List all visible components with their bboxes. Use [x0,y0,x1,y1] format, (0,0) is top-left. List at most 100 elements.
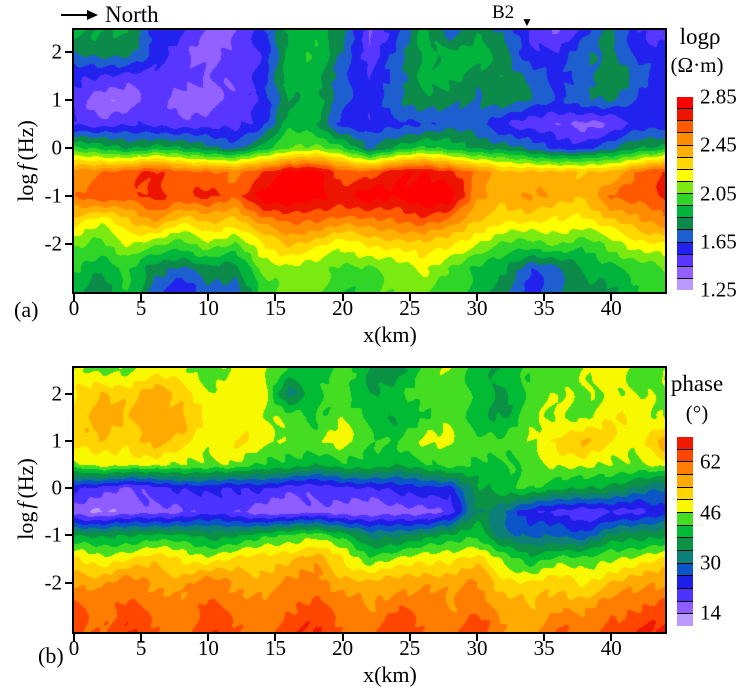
x-axis-tick [610,634,613,641]
x-axis-tick [408,294,411,301]
y-axis-tick [65,195,72,198]
colorbar-segment [677,575,693,589]
y-axis-tick-label: -2 [44,231,63,256]
colorbar-a-units: (Ω·m) [670,53,724,77]
panel-a-x-axis-title: x(km) [363,322,417,347]
x-axis-tick-label: 25 [399,296,421,320]
y-axis-tick [65,51,72,54]
x-axis-tick-label: 0 [68,296,80,320]
colorbar-b-title: phase [670,371,724,396]
x-axis-tick [207,634,210,641]
colorbar-segment [677,562,693,576]
north-label: North [105,2,159,27]
colorbar-segment [677,97,693,109]
y-axis-tick [65,243,72,245]
colorbar-tick-label: 46 [700,500,721,525]
y-axis-tick-label: -1 [44,522,63,547]
station-b2-triangle-icon: ▼ [521,15,533,29]
x-axis-tick-label: 35 [533,296,555,320]
colorbar-b-units: (°) [685,401,709,425]
colorbar-segment [677,217,693,230]
y-title-units: (Hz) [13,458,38,499]
panel-a-tag: (a) [14,297,39,322]
x-axis-tick-label: 30 [466,636,488,660]
panel-b-y-axis-title: log f (Hz) [13,399,39,599]
colorbar-segment [677,265,693,278]
colorbar-segment [677,156,693,169]
y-axis-tick [65,147,72,150]
x-axis-tick-label: 15 [264,296,286,320]
colorbar-segment [677,193,693,206]
x-axis-tick-label: 15 [264,636,286,660]
x-axis-tick-label: 40 [600,636,622,660]
colorbar-tick-label: 1.25 [700,277,737,302]
y-axis-tick [65,581,72,584]
north-indicator: North [60,2,159,28]
colorbar-segment [677,132,693,145]
colorbar-segment [677,120,693,133]
x-axis-tick [207,294,210,301]
y-title-f: f [13,502,38,509]
colorbar-segment [677,168,693,181]
colorbar-segment [677,253,693,266]
x-axis-tick [543,294,546,301]
y-title-log: log [13,173,38,202]
colorbar-segment [677,180,693,193]
colorbar-segment [677,600,693,614]
phase-pseudosection-canvas [74,368,665,632]
colorbar-segment [677,512,693,525]
y-title-units: (Hz) [13,120,38,161]
colorbar-segment [677,437,693,449]
y-title-log: log [13,511,38,540]
x-axis-tick-label: 5 [135,636,147,660]
colorbar-segment [677,486,693,500]
x-axis-tick-label: 35 [533,636,555,660]
colorbar-segment [677,241,693,254]
colorbar-segment [677,499,693,513]
x-axis-tick [543,634,546,641]
colorbar-segment [677,461,693,475]
resistivity-pseudosection-canvas [74,30,665,292]
colorbar-segment [677,144,693,157]
x-axis-tick-label: 5 [135,296,147,320]
colorbar-segment [677,474,693,487]
colorbar-segment [677,550,693,563]
x-axis-tick [610,294,613,301]
x-axis-tick [475,634,478,641]
x-axis-tick-label: 25 [399,636,421,660]
x-axis-tick [408,634,411,641]
colorbar-tick-label: 2.45 [700,132,737,157]
panel-a-resistivity-plot [72,28,667,294]
north-arrow-icon [61,10,98,20]
y-axis-tick-label: 2 [51,39,63,64]
y-axis-tick-label: 0 [51,475,63,500]
colorbar-tick-label: 30 [700,550,721,575]
colorbar-segment [677,229,693,242]
colorbar-tick-label: 62 [700,449,721,474]
y-axis-tick [65,440,72,443]
x-axis-tick-label: 20 [332,636,354,660]
x-axis-tick [274,294,277,301]
colorbar-segment [677,537,693,551]
colorbar-tick-label: 1.65 [700,229,737,254]
x-axis-tick [341,634,344,641]
y-axis-tick-label: 1 [51,87,63,112]
colorbar-segment [677,588,693,601]
colorbar-segment [677,277,693,290]
x-axis-tick-label: 20 [332,296,354,320]
x-axis-tick-label: 40 [600,296,622,320]
y-axis-tick [65,99,72,102]
colorbar-segment [677,108,693,121]
panel-a-y-axis-title: log f (Hz) [13,61,39,261]
panel-b-phase-plot [72,366,667,634]
x-axis-tick [274,634,277,641]
x-axis-tick-label: 10 [197,296,219,320]
station-b2-label: B2 [492,2,515,23]
x-axis-tick-label: 10 [197,636,219,660]
y-axis-tick-label: 0 [51,135,63,160]
y-axis-tick [65,487,72,490]
x-axis-tick [341,294,344,301]
colorbar-segment [677,613,693,627]
y-axis-tick-label: -1 [44,183,63,208]
x-axis-tick [73,294,75,301]
